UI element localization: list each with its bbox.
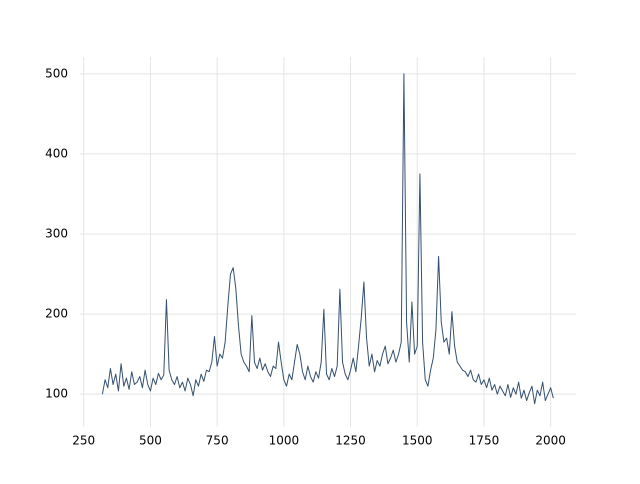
y-tick-label: 100 <box>45 387 68 401</box>
x-tick-label: 1750 <box>469 434 500 448</box>
x-tick-label: 1000 <box>269 434 300 448</box>
x-tick-label: 1250 <box>335 434 366 448</box>
x-tick-label: 500 <box>139 434 162 448</box>
data-line <box>101 73 554 405</box>
y-tick-label: 500 <box>45 66 68 80</box>
y-tick-label: 200 <box>45 307 68 321</box>
x-tick-label: 2000 <box>535 434 566 448</box>
y-tick-label: 300 <box>45 226 68 240</box>
x-tick-label: 750 <box>206 434 229 448</box>
x-tick-label: 250 <box>72 434 95 448</box>
y-tick-label: 400 <box>45 146 68 160</box>
x-tick-label: 1500 <box>402 434 433 448</box>
